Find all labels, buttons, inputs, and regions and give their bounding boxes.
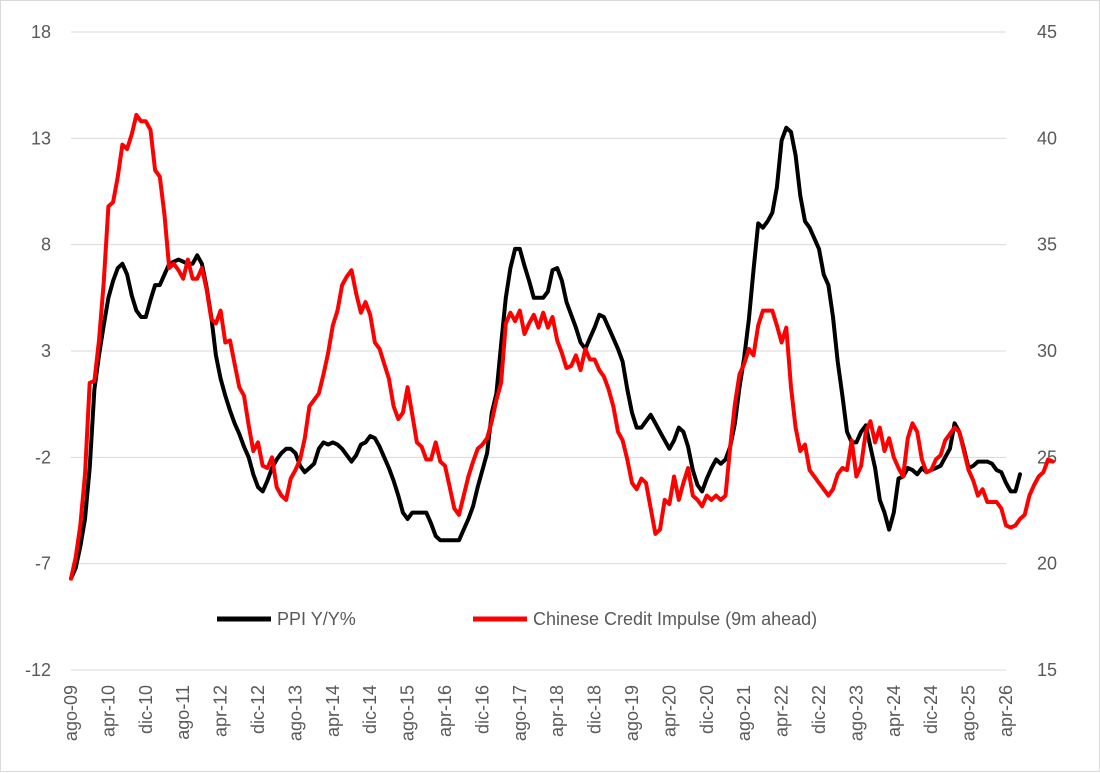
x-tick-label: dic-16 [472,685,492,734]
x-tick-label: ago-19 [622,685,642,741]
left-y-tick-label: -2 [35,447,51,467]
left-y-tick-label: 3 [41,341,51,361]
legend-label-ppi: PPI Y/Y% [277,609,356,629]
x-tick-label: ago-17 [510,685,530,741]
x-tick-label: apr-16 [435,685,455,737]
legend: PPI Y/Y% Chinese Credit Impulse (9m ahea… [217,609,817,629]
x-tick-label: apr-22 [772,685,792,737]
legend-label-credit-impulse: Chinese Credit Impulse (9m ahead) [533,609,817,629]
x-axis: ago-09 apr-10 dic-10 ago-11 apr-12 dic-12 ago-… [61,685,1016,741]
x-tick-label: dic-10 [136,685,156,734]
left-y-tick-label: 8 [41,235,51,255]
x-tick-label: dic-22 [809,685,829,734]
left-y-tick-label: 13 [31,128,51,148]
x-tick-label: dic-18 [585,685,605,734]
x-tick-label: apr-26 [996,685,1016,737]
x-tick-label: dic-24 [921,685,941,734]
right-y-tick-label: 45 [1037,22,1057,42]
x-tick-label: ago-25 [959,685,979,741]
x-tick-label: apr-24 [884,685,904,737]
x-tick-label: apr-12 [211,685,231,737]
x-tick-label: ago-23 [846,685,866,741]
left-y-axis: 18 13 8 3 -2 -7 -12 [25,22,51,680]
gridlines [71,31,1006,671]
x-tick-label: dic-12 [248,685,268,734]
right-y-tick-label: 40 [1037,128,1057,148]
x-tick-label: apr-18 [547,685,567,737]
left-y-tick-label: -12 [25,660,51,680]
right-y-tick-label: 20 [1037,554,1057,574]
series-line-ppi [69,125,1022,581]
series-lines [69,112,1055,581]
right-y-tick-label: 30 [1037,341,1057,361]
left-y-tick-label: 18 [31,22,51,42]
series-line-credit-impulse [69,112,1055,581]
x-tick-label: apr-10 [98,685,118,737]
x-tick-label: dic-20 [697,685,717,734]
x-tick-label: ago-13 [285,685,305,741]
x-tick-label: ago-09 [61,685,81,741]
right-y-tick-label: 35 [1037,235,1057,255]
left-y-tick-label: -7 [35,554,51,574]
right-y-tick-label: 15 [1037,660,1057,680]
x-tick-label: apr-14 [323,685,343,737]
x-tick-label: ago-15 [398,685,418,741]
x-tick-label: apr-20 [659,685,679,737]
x-tick-label: dic-14 [360,685,380,734]
x-tick-label: ago-21 [734,685,754,741]
x-tick-label: ago-11 [173,685,193,740]
